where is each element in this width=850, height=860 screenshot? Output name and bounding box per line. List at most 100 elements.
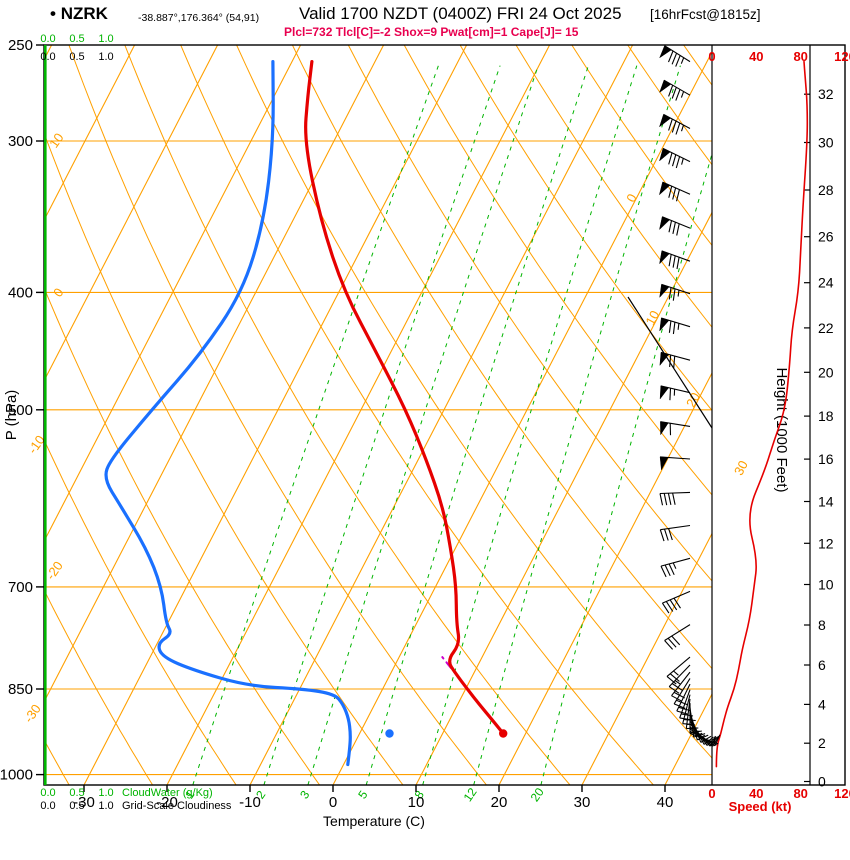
- height-tick-label: 26: [818, 229, 834, 245]
- wind-barb-full: [668, 152, 673, 165]
- wind-barb-full: [668, 85, 674, 97]
- wind-barb-staff: [660, 557, 691, 567]
- wind-barb-full: [667, 50, 674, 63]
- dry-adiabat-line: [403, 45, 712, 496]
- dewpoint-trace: [104, 60, 352, 767]
- wind-barb-full: [660, 565, 667, 578]
- wind-barb-staff: [671, 671, 691, 697]
- height-tick-label: 16: [818, 451, 834, 467]
- wind-barb-full: [673, 691, 685, 699]
- isotherm-line: [166, 45, 551, 785]
- wind-barb-pennant: [659, 250, 670, 265]
- mixing-ratio-line: [263, 65, 501, 785]
- wind-barb-pennant: [659, 79, 672, 94]
- speed-tick-label: 120: [834, 49, 850, 64]
- forecast-tag: [16hrFcst@1815z]: [650, 7, 761, 22]
- height-tick-label: 2: [818, 735, 826, 751]
- temperature-tick-label: 0: [329, 794, 337, 811]
- wind-barb-full: [700, 735, 712, 743]
- wind-barb-full: [679, 717, 692, 721]
- cloudwater-tick-label: 1.0: [98, 33, 113, 45]
- wind-barb-full: [671, 52, 678, 65]
- wind-barb-pennant: [659, 284, 670, 299]
- wind-barbs: [658, 45, 721, 747]
- wind-barb-full: [668, 220, 673, 233]
- wind-barb-full: [671, 154, 677, 167]
- wind-barb-full: [676, 710, 689, 715]
- wind-barb-half: [672, 562, 677, 569]
- wind-barb-full: [676, 223, 680, 236]
- station-title: • NZRK: [50, 4, 108, 24]
- dry-adiabat-line: [180, 45, 654, 785]
- dry-adiabat-label: 0: [50, 285, 66, 300]
- speed-tick-label: 120: [834, 786, 850, 801]
- isotherm-line: [249, 45, 634, 785]
- mixing-ratio-line: [540, 152, 712, 785]
- pressure-tick-label: 250: [8, 37, 33, 54]
- cloudwater-tick-label: 0.5: [69, 787, 84, 799]
- pressure-tick-label: 400: [8, 284, 33, 301]
- cloudiness-axis-title: Grid-Scale Cloudiness: [122, 800, 232, 812]
- dry-adiabat-line: [44, 438, 237, 785]
- pressure-tick-label: 300: [8, 133, 33, 150]
- cloudiness-tick-label: 1.0: [98, 51, 113, 63]
- temperature-tick-label: -30: [73, 794, 95, 811]
- isotherm-line: [415, 211, 712, 785]
- wind-barb-staff: [668, 664, 691, 687]
- wind-barb-full: [706, 736, 717, 746]
- pressure-tick-label: 1000: [0, 767, 33, 784]
- wind-barb-full: [659, 529, 665, 542]
- mixing-ratio-label: 20: [528, 785, 547, 804]
- mixing-ratio-label: 5: [355, 788, 370, 802]
- cloudwater-tick-label: 0.0: [40, 33, 55, 45]
- cloudwater-tick-label: 1.0: [98, 787, 113, 799]
- wind-barb-full: [668, 528, 673, 541]
- mixing-ratio-line: [422, 65, 638, 785]
- cloudwater-axis-title: CloudWater (g/Kg): [122, 787, 213, 799]
- wind-barb-full: [676, 257, 680, 270]
- wind-barb-full: [673, 703, 686, 709]
- dry-adiabat-line: [44, 286, 321, 785]
- temperature-tick-label: -10: [239, 794, 261, 811]
- pressure-tick-label: 700: [8, 579, 33, 596]
- dry-adiabat-line: [68, 45, 487, 785]
- wind-barb-staff: [660, 524, 691, 531]
- wind-barb-full: [672, 492, 676, 505]
- wind-barb-pennant: [659, 456, 669, 471]
- wind-barb-full: [686, 727, 699, 730]
- pressure-axis-title: P (hPa): [3, 390, 20, 441]
- mixing-ratio-label: 12: [461, 785, 480, 804]
- wind-barb-pennant: [659, 114, 672, 128]
- isotherm-line: [44, 45, 385, 704]
- wind-barb-full: [703, 736, 714, 745]
- wind-barb-pennant: [659, 317, 670, 332]
- wind-barb-full: [668, 563, 675, 576]
- wind-barb-full: [676, 699, 688, 706]
- wind-barb-full: [689, 730, 702, 734]
- wind-barb-full: [672, 288, 676, 301]
- isotherm-line: [498, 371, 712, 785]
- dry-adiabat-label: 10: [46, 130, 67, 150]
- isotherm-label: 30: [731, 458, 751, 478]
- wind-barb-full: [663, 493, 668, 506]
- skewt-grid: [44, 45, 712, 785]
- wind-barb-full: [675, 156, 681, 169]
- height-tick-label: 22: [818, 320, 834, 336]
- wind-barb-full: [709, 736, 718, 747]
- speed-tick-label: 0: [708, 49, 715, 64]
- wind-speed-trace: [715, 60, 809, 768]
- wind-barb-full: [668, 686, 680, 694]
- wind-barb-full: [664, 564, 671, 577]
- height-tick-label: 4: [818, 696, 826, 712]
- height-tick-label: 32: [818, 86, 834, 102]
- mixing-ratio-line: [473, 65, 681, 785]
- wind-barb-full: [672, 187, 677, 200]
- wind-barb-staff: [666, 656, 691, 677]
- wind-barb-full: [671, 635, 681, 646]
- wind-barb-half: [674, 680, 681, 685]
- sounding-traces: [104, 60, 809, 768]
- wind-barb-half: [677, 290, 680, 297]
- wind-barb-full: [665, 601, 674, 612]
- height-tick-label: 6: [818, 657, 826, 673]
